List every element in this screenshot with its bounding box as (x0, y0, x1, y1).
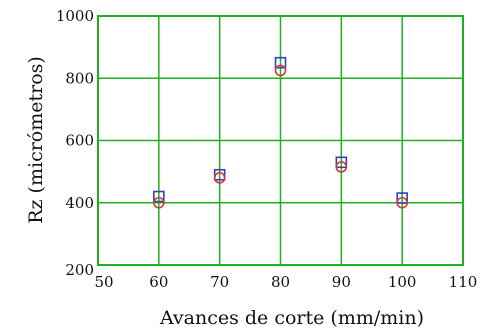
data-point-square (396, 192, 408, 204)
data-point-square (274, 56, 287, 69)
y-tick-label: 600 (65, 132, 94, 150)
data-point-circle (213, 172, 226, 184)
plot-frame (97, 15, 464, 266)
y-tick-labels: 200 400 600 800 1000 (56, 7, 94, 279)
x-tick-label: 80 (271, 273, 290, 291)
x-tick-label: 60 (149, 273, 168, 291)
data-point-circle (335, 161, 348, 173)
data-point-circle (153, 196, 165, 209)
x-tick-label: 100 (388, 273, 417, 291)
x-tick-label: 70 (210, 273, 229, 291)
data-points (153, 56, 408, 209)
grid (98, 16, 463, 265)
y-tick-label: 200 (65, 261, 94, 279)
x-tick-labels: 50 60 70 80 90 100 110 (94, 273, 477, 291)
data-point-square (213, 168, 226, 181)
data-point-square (153, 190, 165, 203)
x-axis-label: Avances de corte (mm/min) (159, 307, 424, 329)
y-axis-label: Rz (micrómetros) (25, 56, 47, 224)
x-tick-label: 90 (332, 273, 351, 291)
y-tick-label: 1000 (56, 7, 94, 25)
x-tick-label: 50 (94, 273, 113, 291)
y-tick-label: 400 (65, 194, 94, 212)
x-tick-label: 110 (449, 273, 478, 291)
data-point-circle (396, 196, 408, 209)
y-tick-label: 800 (65, 69, 94, 87)
plot-area-border (97, 15, 464, 266)
data-point-square (335, 156, 348, 169)
data-point-circle (274, 64, 287, 77)
